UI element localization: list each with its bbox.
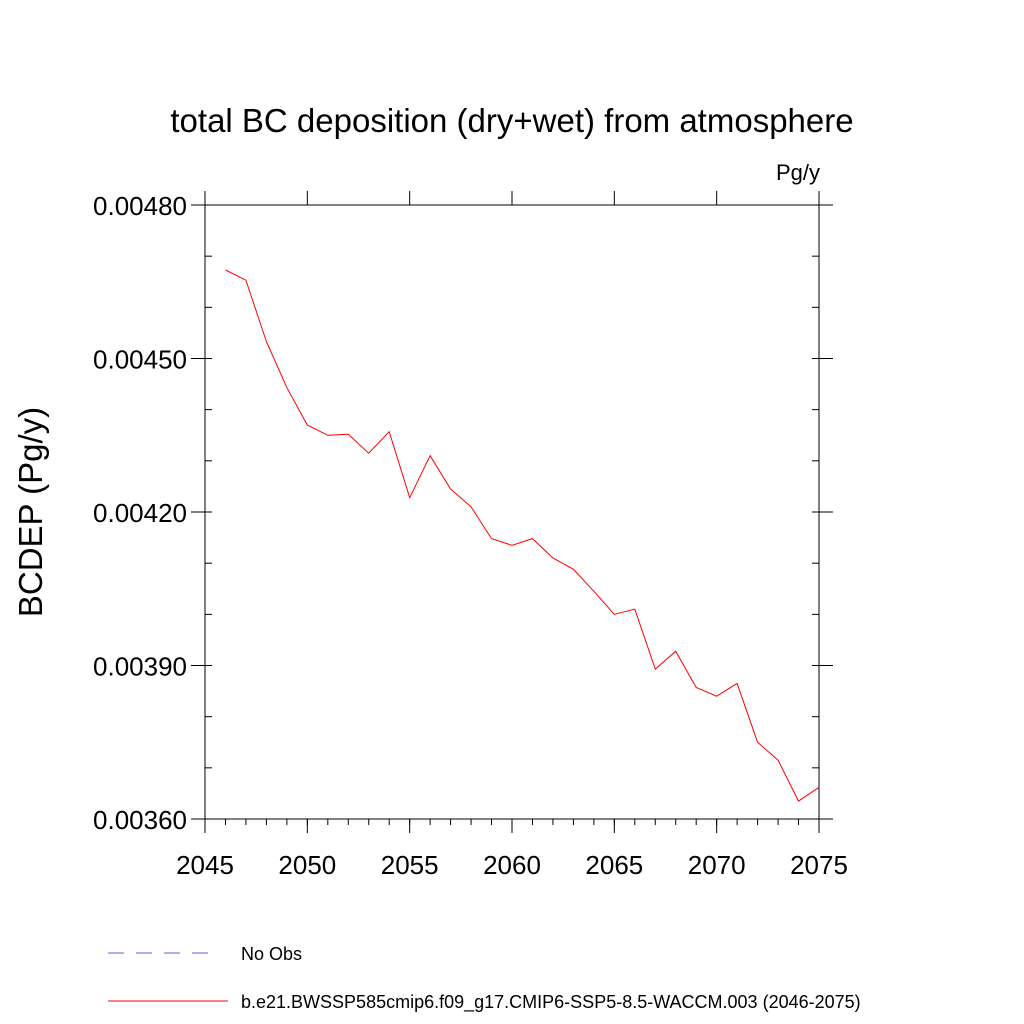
- y-tick-label: 0.00480: [93, 191, 187, 221]
- legend-label-no-obs: No Obs: [241, 944, 302, 964]
- plot-frame: [204, 204, 820, 820]
- series-layer: [225, 269, 820, 802]
- y-tick-label: 0.00450: [93, 345, 187, 375]
- x-tick-labels: 2045 2050 2055 2060 2065 2070 2075: [176, 850, 848, 880]
- y-axis-label: BCDEP (Pg/y): [12, 407, 49, 617]
- y-tick-label: 0.00420: [93, 498, 187, 528]
- x-tick-label: 2065: [585, 850, 643, 880]
- y-tick-label: 0.00390: [93, 652, 187, 682]
- x-tick-label: 2045: [176, 850, 234, 880]
- x-tick-label: 2070: [688, 850, 746, 880]
- minor-ticks: [204, 204, 820, 825]
- x-tick-label: 2055: [381, 850, 439, 880]
- series-line: [225, 269, 820, 802]
- y-tick-labels: 0.00360 0.00390 0.00420 0.00450 0.00480: [93, 191, 187, 835]
- units-label: Pg/y: [776, 160, 820, 185]
- x-tick-label: 2075: [790, 850, 848, 880]
- legend-label-model: b.e21.BWSSP585cmip6.f09_g17.CMIP6-SSP5-8…: [241, 992, 861, 1013]
- major-ticks: [191, 191, 833, 833]
- x-tick-label: 2060: [483, 850, 541, 880]
- x-tick-label: 2050: [278, 850, 336, 880]
- y-tick-label: 0.00360: [93, 805, 187, 835]
- chart-title: total BC deposition (dry+wet) from atmos…: [170, 102, 853, 139]
- legend: No Obs b.e21.BWSSP585cmip6.f09_g17.CMIP6…: [108, 944, 861, 1013]
